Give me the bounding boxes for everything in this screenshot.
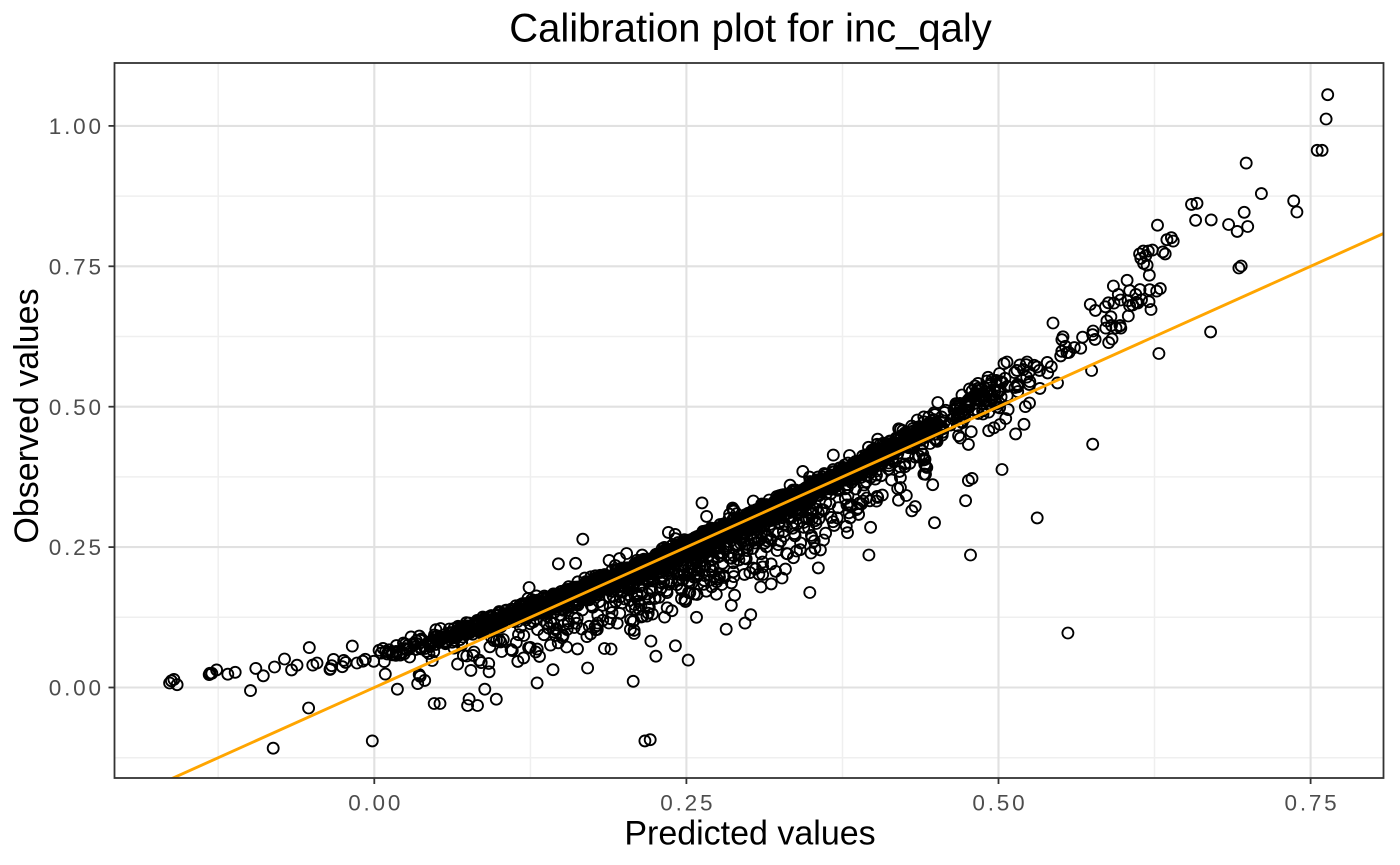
svg-text:0.00: 0.00 [348,791,403,816]
svg-text:0.00: 0.00 [49,676,104,701]
svg-text:Predicted values: Predicted values [624,815,875,853]
svg-text:Calibration plot for inc_qaly: Calibration plot for inc_qaly [509,6,991,50]
svg-text:Observed values: Observed values [8,288,46,543]
svg-text:0.75: 0.75 [1285,791,1340,816]
svg-text:0.75: 0.75 [49,254,104,279]
svg-text:0.50: 0.50 [972,791,1027,816]
svg-text:0.25: 0.25 [49,535,104,560]
svg-text:0.25: 0.25 [660,791,715,816]
svg-text:0.50: 0.50 [49,395,104,420]
svg-text:1.00: 1.00 [49,114,104,139]
